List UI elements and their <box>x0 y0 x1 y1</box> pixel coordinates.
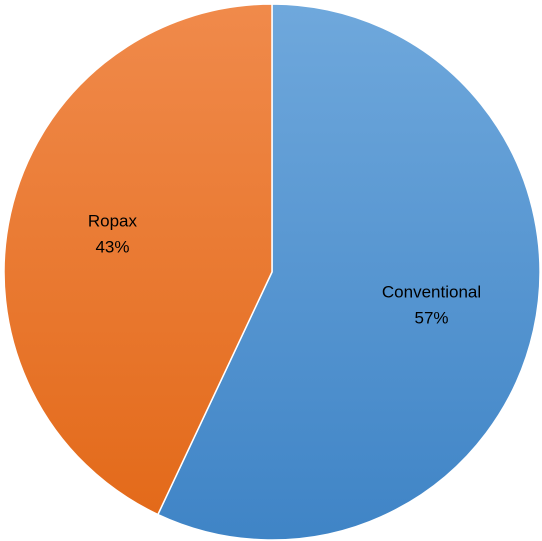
slice-label-conventional: Conventional <box>382 283 481 302</box>
pie-slice-conventional <box>156 3 541 541</box>
pie-labels: Conventional 57% Ropax 43% <box>88 211 481 327</box>
pie-slices <box>3 3 541 541</box>
slice-label-ropax: Ropax <box>88 211 138 230</box>
slice-value-ropax: 43% <box>95 237 129 256</box>
slice-value-conventional: 57% <box>415 309 449 328</box>
pie-slice-ropax <box>3 3 273 516</box>
